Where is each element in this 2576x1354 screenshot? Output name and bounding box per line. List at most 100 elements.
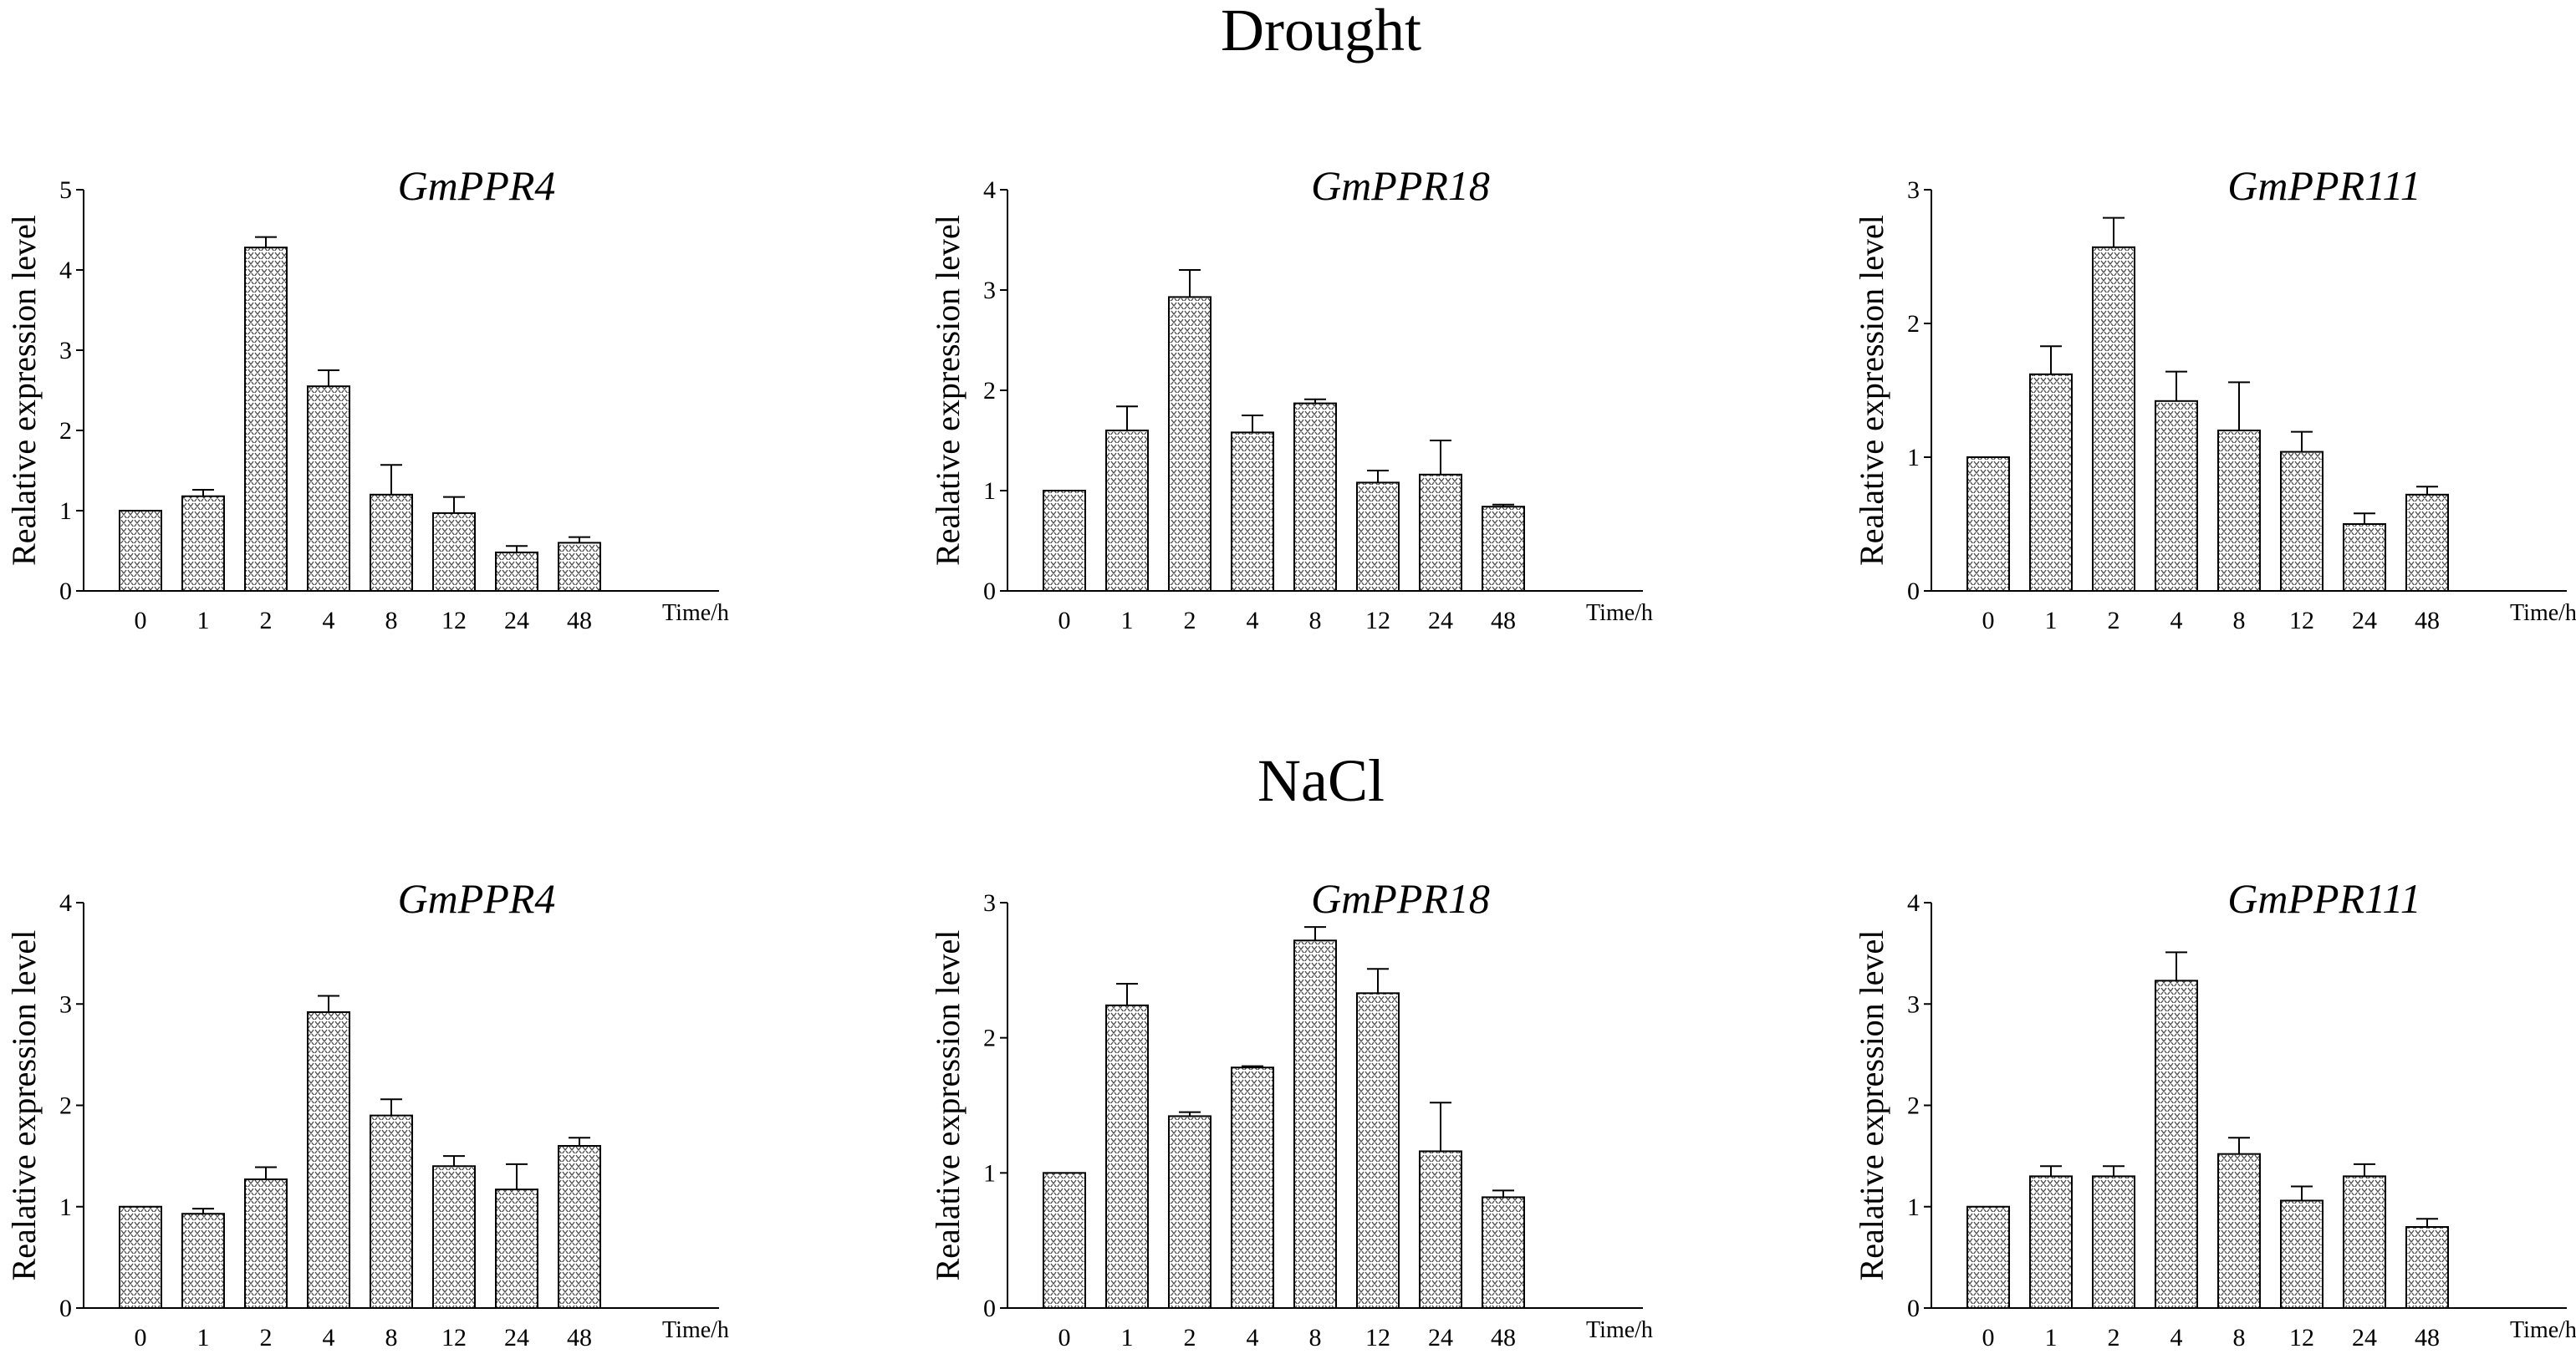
y-tick-label: 2: [59, 417, 72, 445]
panel-title: GmPPR111: [2227, 162, 2420, 209]
x-tick-label: 8: [2233, 1324, 2246, 1351]
x-tick-label: 24: [1428, 607, 1453, 634]
x-axis-label: Time/h: [1586, 1317, 1653, 1343]
x-tick-label: 48: [1491, 607, 1516, 634]
bar: [119, 1205, 162, 1309]
x-tick-label: 0: [1982, 1324, 1995, 1351]
panel-title: GmPPR18: [1311, 162, 1490, 209]
bar: [1168, 296, 1211, 592]
x-tick-label: 48: [567, 1324, 592, 1351]
y-tick-label: 4: [59, 889, 72, 917]
bar: [1043, 490, 1086, 592]
section-title-drought: Drought: [1221, 0, 1421, 64]
x-tick-label: 4: [2170, 607, 2183, 634]
x-tick-label: 48: [567, 607, 592, 634]
bar: [2280, 450, 2324, 592]
x-tick-label: 12: [2289, 607, 2314, 634]
y-tick-label: 4: [59, 257, 72, 284]
bar: [1105, 430, 1149, 592]
y-tick-label: 2: [983, 377, 996, 405]
x-tick-label: 1: [2045, 607, 2058, 634]
bar: [1293, 402, 1337, 592]
bar: [2217, 430, 2261, 592]
x-tick-label: 1: [1121, 607, 1134, 634]
y-tick-label: 1: [59, 497, 72, 525]
x-tick-label: 1: [2045, 1324, 2058, 1351]
y-tick-label: 4: [983, 176, 996, 204]
bar: [1482, 1196, 1525, 1310]
y-axis-label: Realative expression level: [929, 930, 967, 1281]
panel-title: GmPPR4: [398, 875, 556, 922]
bar: [244, 1178, 288, 1309]
y-axis-label: Realative expression level: [5, 215, 43, 566]
bar: [181, 1213, 225, 1310]
x-tick-label: 8: [2233, 607, 2246, 634]
x-tick-label: 1: [1121, 1324, 1134, 1351]
bar: [2343, 1175, 2386, 1309]
bar: [307, 385, 350, 593]
bar: [244, 247, 288, 592]
y-axis-label: Realative expression level: [1853, 215, 1890, 566]
bar: [558, 542, 601, 593]
bar: [2029, 373, 2073, 592]
panel-title: GmPPR4: [398, 162, 556, 209]
x-tick-label: 0: [135, 607, 147, 634]
y-tick-label: 5: [59, 176, 72, 204]
y-axis-label: Realative expression level: [1853, 930, 1890, 1281]
x-tick-label: 24: [2352, 607, 2377, 634]
bar: [1231, 431, 1274, 593]
bar: [2343, 523, 2386, 592]
x-tick-label: 48: [1491, 1324, 1516, 1351]
bar: [370, 493, 413, 592]
x-tick-label: 24: [504, 1324, 529, 1351]
x-tick-label: 4: [323, 1324, 335, 1351]
bar: [181, 495, 225, 592]
x-tick-label: 0: [1058, 607, 1071, 634]
y-tick-label: 3: [1907, 176, 1920, 204]
bar: [1293, 939, 1337, 1310]
bar: [495, 551, 538, 592]
y-tick-label: 3: [983, 889, 996, 917]
x-tick-label: 1: [197, 607, 210, 634]
x-tick-label: 2: [260, 607, 273, 634]
bar: [370, 1114, 413, 1309]
bar: [119, 510, 162, 592]
section-title-nacl: NaCl: [1257, 747, 1385, 814]
y-tick-label: 0: [983, 578, 996, 605]
x-tick-label: 4: [1247, 607, 1259, 634]
bar: [2280, 1199, 2324, 1309]
x-tick-label: 0: [135, 1324, 147, 1351]
x-axis-label: Time/h: [662, 1317, 729, 1343]
bar: [2155, 400, 2198, 592]
bar: [2092, 246, 2135, 592]
x-tick-label: 24: [2352, 1324, 2377, 1351]
panel-title: GmPPR18: [1311, 875, 1490, 922]
x-tick-label: 8: [1309, 1324, 1322, 1351]
bar: [558, 1145, 601, 1309]
x-tick-label: 48: [2415, 607, 2440, 634]
x-tick-label: 2: [1184, 1324, 1196, 1351]
y-tick-label: 1: [59, 1194, 72, 1221]
bar: [1356, 992, 1400, 1309]
bar: [1356, 481, 1400, 593]
bar: [1168, 1115, 1211, 1310]
bar: [2029, 1175, 2073, 1309]
bar: [1043, 1172, 1086, 1310]
x-tick-label: 8: [385, 607, 398, 634]
bar: [1231, 1066, 1274, 1309]
x-axis-label: Time/h: [2510, 600, 2576, 626]
y-tick-label: 1: [1907, 1194, 1920, 1221]
bar: [432, 512, 476, 593]
x-tick-label: 2: [260, 1324, 273, 1351]
x-tick-label: 0: [1058, 1324, 1071, 1351]
x-tick-label: 24: [504, 607, 529, 634]
x-axis-label: Time/h: [662, 600, 729, 626]
